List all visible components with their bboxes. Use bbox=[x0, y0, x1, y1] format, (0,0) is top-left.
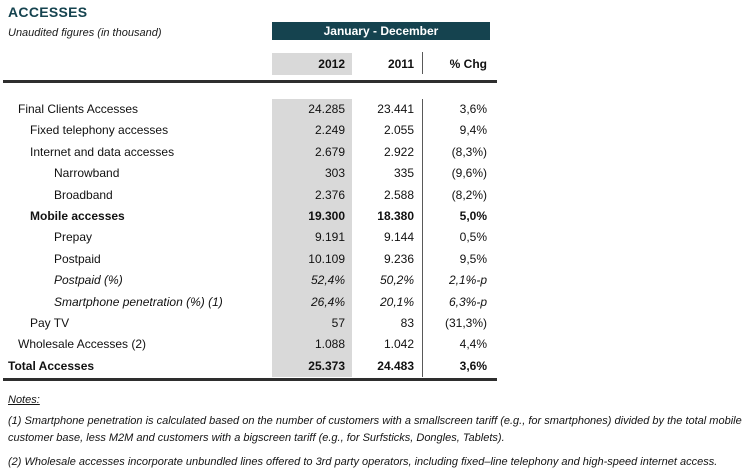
table-row: Internet and data accesses 2.679 2.922 (8,3… bbox=[0, 142, 490, 163]
value-2011: 9.144 bbox=[383, 230, 414, 245]
value-2012: 2.376 bbox=[314, 187, 345, 202]
value-pct-chg: 2,1%-p bbox=[448, 273, 487, 288]
value-2011: 2.588 bbox=[383, 187, 414, 202]
table-row: Prepay 9.191 9.144 0,5% bbox=[0, 227, 490, 248]
value-2011: 2.055 bbox=[383, 123, 414, 138]
table-row: Mobile accesses 19.300 18.380 5,0% bbox=[0, 206, 490, 227]
value-2012: 24.285 bbox=[308, 102, 345, 116]
value-2011: 20,1% bbox=[379, 294, 414, 309]
column-header-2012: 2012 bbox=[272, 53, 352, 75]
value-2011: 23.441 bbox=[377, 102, 414, 116]
value-2012: 25.373 bbox=[308, 358, 345, 373]
table-row: Fixed telephony accesses 2.249 2.055 9,4% bbox=[0, 120, 490, 141]
row-label: Internet and data accesses bbox=[30, 144, 175, 159]
note-2: (2) Wholesale accesses incorporate unbun… bbox=[8, 456, 718, 468]
value-pct-chg: 0,5% bbox=[459, 230, 487, 245]
row-label: Final Clients Accesses bbox=[18, 102, 139, 116]
row-label: Prepay bbox=[54, 230, 93, 245]
row-label: Pay TV bbox=[30, 315, 70, 330]
table-row: Pay TV 57 83 (31,3%) bbox=[0, 313, 490, 334]
table-row: Final Clients Accesses 24.285 23.441 3,6% bbox=[0, 99, 490, 120]
row-label: Postpaid (%) bbox=[54, 273, 123, 288]
header-column-divider bbox=[422, 52, 423, 74]
value-2011: 335 bbox=[393, 166, 414, 181]
notes-section: Notes: (1) Smartphone penetration is cal… bbox=[8, 394, 746, 472]
value-2012: 1.088 bbox=[314, 337, 345, 352]
value-2011: 50,2% bbox=[379, 273, 414, 288]
value-2012: 57 bbox=[331, 315, 345, 330]
value-2011: 24.483 bbox=[377, 358, 414, 373]
value-2012: 2.679 bbox=[314, 144, 345, 159]
body-column-divider bbox=[422, 99, 423, 377]
value-2011: 83 bbox=[400, 315, 414, 330]
row-label: Narrowband bbox=[54, 166, 120, 181]
value-2012: 2.249 bbox=[314, 123, 345, 138]
row-label: Smartphone penetration (%) (1) bbox=[54, 294, 223, 309]
value-2012: 26,4% bbox=[310, 294, 345, 309]
value-pct-chg: 9,5% bbox=[459, 251, 487, 266]
value-2012: 19.300 bbox=[308, 208, 345, 223]
value-pct-chg: (31,3%) bbox=[444, 315, 487, 330]
value-pct-chg: 3,6% bbox=[459, 358, 487, 373]
table-row: Postpaid (%) 52,4% 50,2% 2,1%-p bbox=[0, 270, 490, 291]
table-row: Smartphone penetration (%) (1) 26,4% 20,1%… bbox=[0, 292, 490, 313]
value-pct-chg: (9,6%) bbox=[451, 166, 487, 181]
table-top-rule bbox=[3, 80, 497, 83]
table-row: Narrowband 303 335 (9,6%) bbox=[0, 163, 490, 184]
value-2012: 9.191 bbox=[314, 230, 345, 245]
note-1: (1) Smartphone penetration is calculated… bbox=[8, 415, 742, 444]
row-label: Total Accesses bbox=[8, 358, 95, 373]
period-banner: January - December bbox=[272, 22, 490, 40]
value-pct-chg: 3,6% bbox=[459, 102, 487, 116]
value-pct-chg: 4,4% bbox=[459, 337, 487, 352]
table-row: Wholesale Accesses (2) 1.088 1.042 4,4% bbox=[0, 334, 490, 355]
value-pct-chg: 5,0% bbox=[459, 208, 487, 223]
value-2012: 52,4% bbox=[310, 273, 345, 288]
table-row: Total Accesses 25.373 24.483 3,6% bbox=[0, 356, 490, 377]
highlight-column-2012 bbox=[272, 99, 352, 377]
accesses-table-body: Final Clients Accesses 24.285 23.441 3,6% Fi… bbox=[0, 99, 490, 377]
value-pct-chg: (8,3%) bbox=[451, 144, 487, 159]
value-2011: 9.236 bbox=[383, 251, 414, 266]
value-pct-chg: 9,4% bbox=[459, 123, 487, 138]
column-header-2011: 2011 bbox=[387, 57, 414, 71]
value-pct-chg: 6,3%-p bbox=[448, 294, 487, 309]
table-row: Broadband 2.376 2.588 (8,2%) bbox=[0, 185, 490, 206]
value-2011: 1.042 bbox=[383, 337, 414, 352]
unaudited-note: Unaudited figures (in thousand) bbox=[8, 27, 162, 39]
row-label: Mobile accesses bbox=[30, 208, 125, 223]
value-2012: 10.109 bbox=[308, 251, 345, 266]
page-title: ACCESSES bbox=[8, 4, 88, 20]
value-2012: 303 bbox=[324, 166, 345, 181]
value-2011: 18.380 bbox=[377, 208, 414, 223]
row-label: Postpaid bbox=[54, 251, 101, 266]
notes-heading: Notes: bbox=[8, 394, 40, 406]
value-pct-chg: (8,2%) bbox=[451, 187, 487, 202]
table-row: Postpaid 10.109 9.236 9,5% bbox=[0, 249, 490, 270]
row-label: Fixed telephony accesses bbox=[30, 123, 169, 138]
row-label: Wholesale Accesses (2) bbox=[18, 337, 147, 352]
table-bottom-rule bbox=[3, 378, 497, 381]
row-label: Broadband bbox=[54, 187, 113, 202]
column-header-pct-chg: % Chg bbox=[449, 57, 487, 71]
value-2011: 2.922 bbox=[383, 144, 414, 159]
